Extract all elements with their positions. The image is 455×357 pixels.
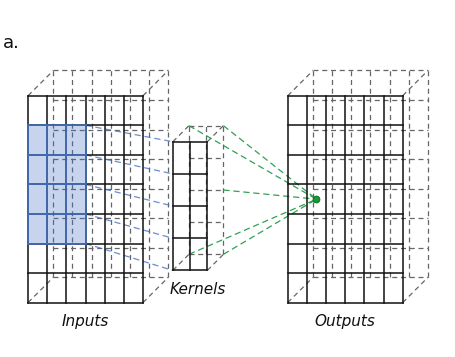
Text: Outputs: Outputs [314,314,375,329]
Text: a.: a. [3,34,20,52]
Text: Inputs: Inputs [62,314,109,329]
Bar [28,125,86,243]
Text: Kernels: Kernels [170,282,226,297]
